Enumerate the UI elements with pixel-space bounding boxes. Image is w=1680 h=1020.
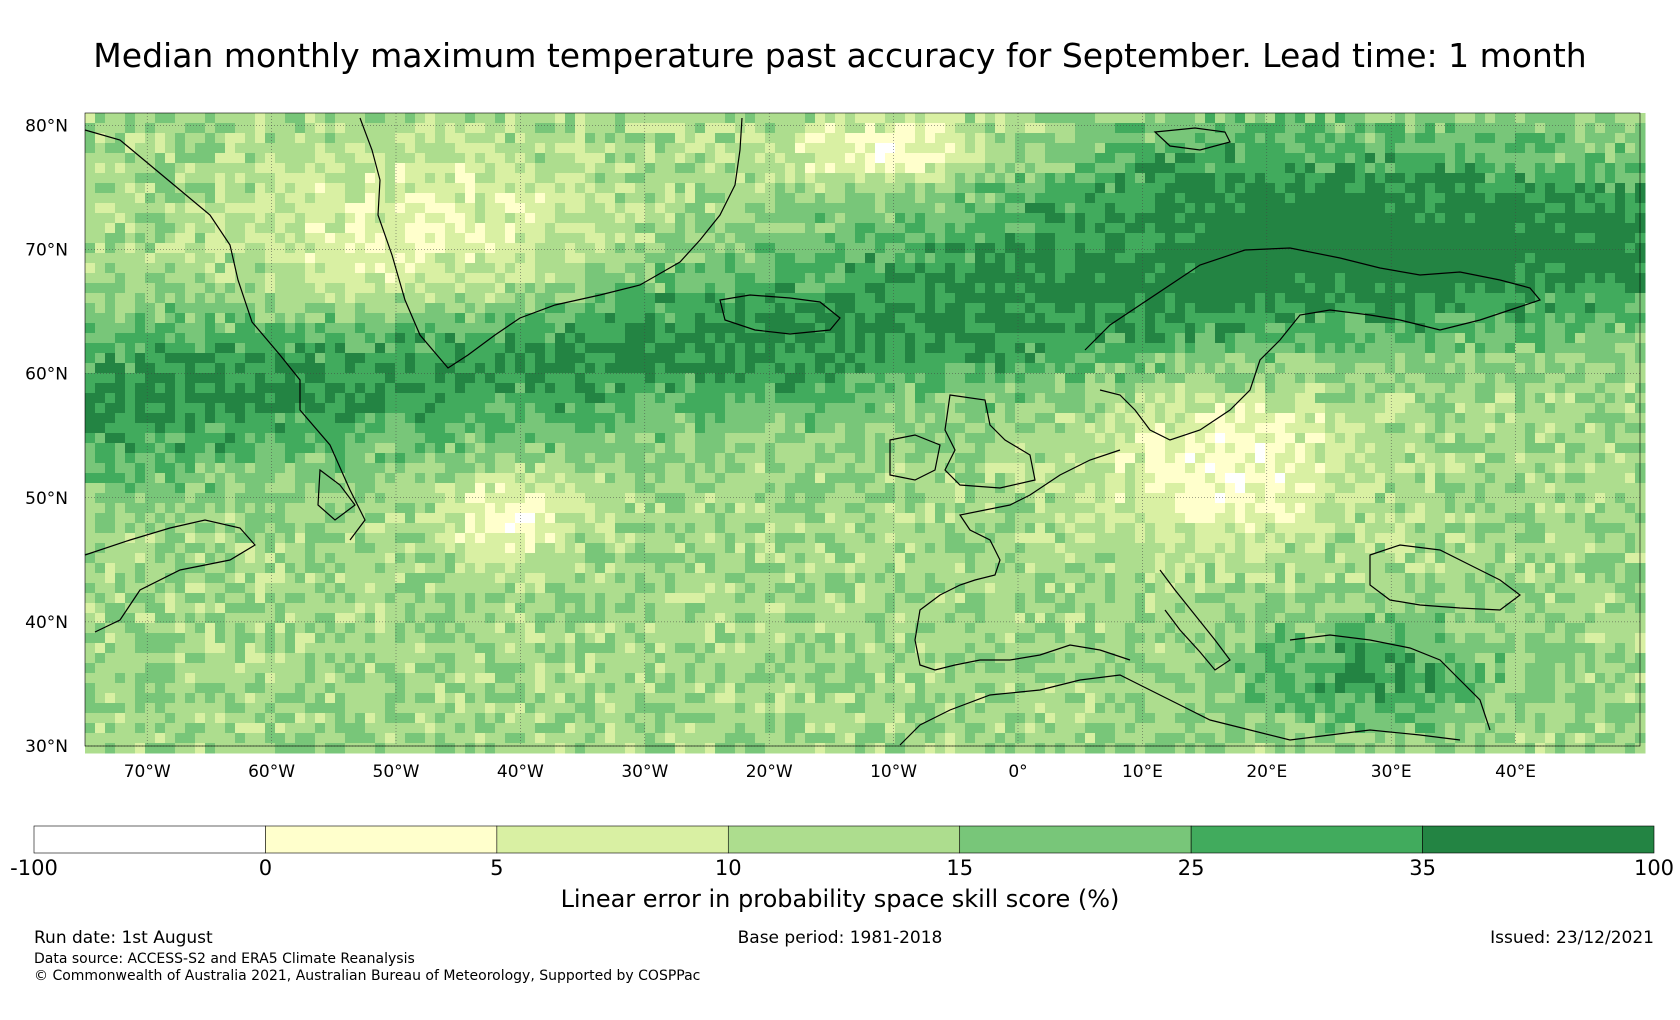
lon-label: 70°W: [124, 762, 171, 782]
skill-score-field: [85, 113, 1646, 754]
lon-label: 40°E: [1495, 762, 1536, 782]
colorbar-segment: [496, 825, 729, 854]
base-period: Base period: 1981-2018: [737, 928, 943, 948]
coastline-ireland: [889, 434, 941, 481]
lat-label: 50°N: [25, 489, 68, 509]
colorbar-tick-labels: -100 0 5 10 15 25 35 100: [10, 856, 1674, 880]
colorbar-segment: [727, 825, 961, 854]
lon-label: 50°W: [373, 762, 420, 782]
colorbar-tick: 5: [490, 856, 503, 880]
lon-label: 0°: [1008, 762, 1027, 782]
lat-label: 40°N: [25, 613, 68, 633]
lon-label: 30°E: [1371, 762, 1412, 782]
colorbar-tick: 35: [1409, 856, 1436, 880]
coastline-anatolia: [1289, 634, 1491, 731]
map-frame: [84, 112, 1641, 747]
colorbar-tick: 100: [1634, 856, 1674, 880]
lon-label: 10°W: [870, 762, 917, 782]
colorbar-tick: 10: [715, 856, 742, 880]
lat-label: 30°N: [25, 737, 68, 757]
colorbar-tick: 15: [946, 856, 973, 880]
lon-label: 10°E: [1122, 762, 1163, 782]
issued-date: Issued: 23/12/2021: [1490, 928, 1654, 948]
colorbar-label: Linear error in probability space skill …: [560, 885, 1120, 913]
lon-label: 40°W: [497, 762, 544, 782]
run-date: Run date: 1st August: [34, 928, 213, 948]
coastlines: [84, 117, 1542, 746]
copyright: © Commonwealth of Australia 2021, Austra…: [34, 968, 701, 984]
lat-label: 70°N: [25, 241, 68, 261]
colorbar-segment: [33, 825, 266, 854]
lon-label: 20°W: [746, 762, 793, 782]
colorbar-tick: 0: [259, 856, 272, 880]
coastline-great-britain: [944, 394, 1036, 489]
coastline-italy: [1159, 569, 1231, 671]
coastline-newfoundland: [317, 468, 356, 521]
coastline-black-sea: [1369, 544, 1521, 611]
longitude-labels: 70°W 60°W 50°W 40°W 30°W 20°W 10°W 0° 10°E 20°E 30…: [124, 762, 1536, 782]
colorbar-segment: [959, 825, 1192, 854]
coastline-svalbard: [1153, 127, 1231, 151]
latitude-labels: 80°N 70°N 60°N 50°N 40°N 30°N: [25, 116, 68, 757]
coastline-labrador: [84, 129, 366, 541]
lat-label: 80°N: [25, 116, 68, 136]
coastline-greenland: [359, 117, 743, 369]
colorbar-segment: [1190, 825, 1423, 854]
coastline-iceland: [719, 294, 841, 335]
data-source: Data source: ACCESS-S2 and ERA5 Climate …: [34, 951, 415, 967]
map-title: Median monthly maximum temperature past …: [93, 36, 1587, 75]
lon-label: 60°W: [248, 762, 295, 782]
lon-label: 30°W: [621, 762, 668, 782]
coastline-europe-west: [914, 449, 1131, 671]
lat-label: 60°N: [25, 365, 68, 385]
coastline-nova-scotia: [84, 519, 256, 633]
colorbar-segment: [265, 825, 498, 854]
coastline-scandinavia: [1084, 247, 1542, 441]
colorbar: [33, 825, 1655, 854]
colorbar-tick: 25: [1178, 856, 1205, 880]
colorbar-segment: [1422, 825, 1655, 854]
coastline-north-africa: [899, 674, 1461, 746]
lon-label: 20°E: [1246, 762, 1287, 782]
colorbar-tick: -100: [10, 856, 58, 880]
